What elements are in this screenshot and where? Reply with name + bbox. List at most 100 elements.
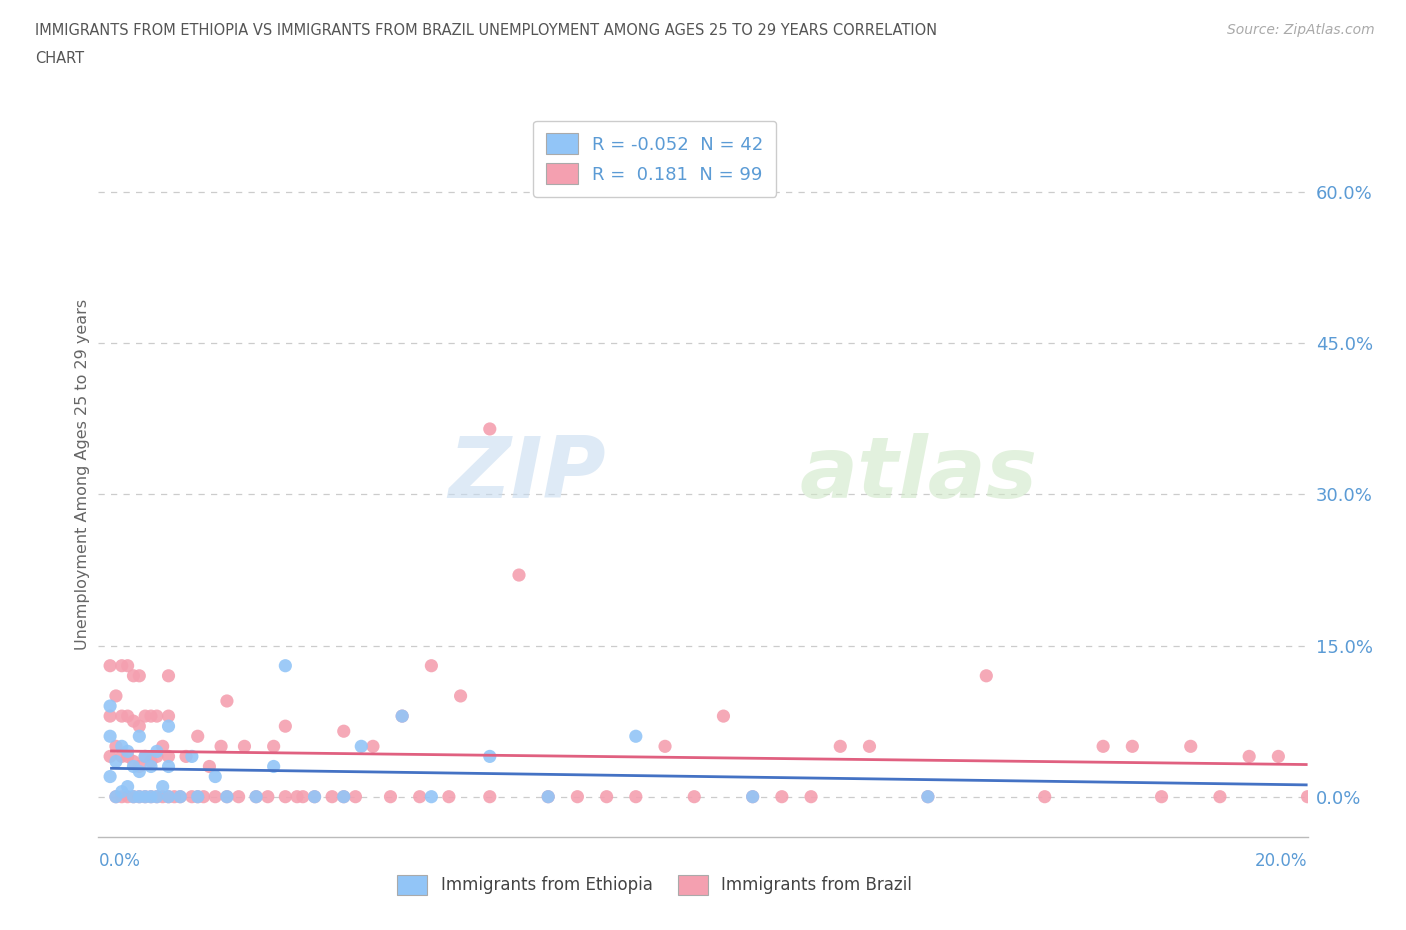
Point (128, 759, 150, 774)
Point (180, 749, 202, 764)
Point (128, 669, 150, 684)
Point (508, 567, 530, 582)
Point (111, 790, 134, 804)
Point (344, 790, 367, 804)
Point (146, 749, 169, 764)
Point (285, 790, 308, 804)
Point (1121, 738, 1143, 753)
Point (163, 790, 186, 804)
Point (858, 738, 880, 753)
Point (122, 790, 145, 804)
Text: 20.0%: 20.0% (1256, 852, 1308, 870)
Point (169, 790, 191, 804)
Point (204, 769, 226, 784)
Point (146, 790, 169, 804)
Point (117, 709, 139, 724)
Point (537, 790, 560, 804)
Point (1033, 790, 1056, 804)
Point (180, 790, 202, 804)
Point (321, 790, 343, 804)
Point (157, 790, 180, 804)
Point (1180, 738, 1202, 753)
Point (391, 709, 413, 724)
Point (117, 749, 139, 764)
Point (139, 790, 162, 804)
Point (713, 709, 735, 724)
Point (134, 749, 156, 764)
Point (98, 658, 121, 673)
Point (274, 719, 297, 734)
Text: Source: ZipAtlas.com: Source: ZipAtlas.com (1227, 23, 1375, 37)
Point (117, 790, 139, 804)
Point (128, 764, 150, 779)
Point (1209, 790, 1232, 804)
Point (193, 790, 215, 804)
Point (98, 749, 121, 764)
Point (146, 709, 169, 724)
Point (450, 688, 472, 703)
Point (111, 784, 134, 799)
Point (128, 790, 150, 804)
Point (146, 790, 169, 804)
Point (917, 790, 939, 804)
Point (111, 658, 134, 673)
Point (157, 719, 180, 734)
Point (683, 790, 706, 804)
Point (256, 790, 278, 804)
Point (139, 754, 162, 769)
Point (146, 744, 169, 759)
Point (128, 719, 150, 734)
Point (111, 749, 134, 764)
Point (215, 694, 238, 709)
Point (478, 421, 501, 436)
Point (274, 658, 297, 673)
Point (187, 729, 209, 744)
Point (215, 790, 238, 804)
Point (654, 738, 676, 753)
Point (263, 759, 285, 774)
Point (332, 790, 354, 804)
Point (291, 790, 314, 804)
Point (233, 738, 256, 753)
Point (157, 709, 180, 724)
Point (215, 790, 238, 804)
Point (391, 709, 413, 724)
Point (1092, 738, 1115, 753)
Y-axis label: Unemployment Among Ages 25 to 29 years: Unemployment Among Ages 25 to 29 years (75, 299, 90, 650)
Point (128, 790, 150, 804)
Point (157, 759, 180, 774)
Point (139, 709, 162, 724)
Point (134, 749, 156, 764)
Point (770, 790, 793, 804)
Point (830, 738, 852, 753)
Point (104, 790, 127, 804)
Point (624, 790, 647, 804)
Point (304, 790, 326, 804)
Point (122, 713, 145, 728)
Point (139, 759, 162, 774)
Point (263, 738, 285, 753)
Point (478, 749, 501, 764)
Point (134, 790, 156, 804)
Point (437, 790, 460, 804)
Point (741, 790, 763, 804)
Point (104, 754, 127, 769)
Point (409, 790, 432, 804)
Text: ZIP: ZIP (449, 432, 606, 516)
Legend: Immigrants from Ethiopia, Immigrants from Brazil: Immigrants from Ethiopia, Immigrants fro… (391, 869, 918, 901)
Point (117, 779, 139, 794)
Point (274, 790, 297, 804)
Point (1296, 790, 1319, 804)
Point (134, 790, 156, 804)
Point (98, 729, 121, 744)
Point (174, 749, 197, 764)
Point (1237, 749, 1260, 764)
Point (1267, 749, 1289, 764)
Point (420, 658, 443, 673)
Point (1326, 749, 1348, 764)
Point (361, 738, 384, 753)
Point (104, 790, 127, 804)
Point (152, 779, 174, 794)
Point (157, 790, 180, 804)
Point (204, 790, 226, 804)
